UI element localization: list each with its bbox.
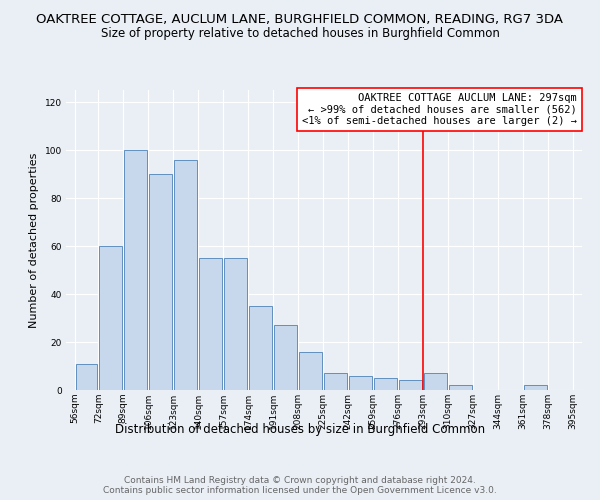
Bar (449, 385, 472, 390)
Bar (100, 246, 122, 390)
Bar (524, 385, 547, 390)
Text: Size of property relative to detached houses in Burghfield Common: Size of property relative to detached ho… (101, 28, 499, 40)
Bar (199, 258, 222, 390)
Y-axis label: Number of detached properties: Number of detached properties (29, 152, 39, 328)
Bar (76, 364, 97, 390)
Text: OAKTREE COTTAGE AUCLUM LANE: 297sqm
← >99% of detached houses are smaller (562)
: OAKTREE COTTAGE AUCLUM LANE: 297sqm ← >9… (302, 93, 577, 126)
Bar (374, 378, 397, 390)
Bar (149, 174, 172, 390)
Text: Contains HM Land Registry data © Crown copyright and database right 2024.
Contai: Contains HM Land Registry data © Crown c… (103, 476, 497, 495)
Text: Distribution of detached houses by size in Burghfield Common: Distribution of detached houses by size … (115, 422, 485, 436)
Bar (349, 376, 372, 390)
Bar (299, 352, 322, 390)
Bar (424, 373, 447, 390)
Bar (224, 258, 247, 390)
Bar (274, 325, 297, 390)
Bar (399, 380, 422, 390)
Bar (124, 150, 148, 390)
Bar (249, 306, 272, 390)
Bar (175, 160, 197, 390)
Bar (324, 373, 347, 390)
Text: OAKTREE COTTAGE, AUCLUM LANE, BURGHFIELD COMMON, READING, RG7 3DA: OAKTREE COTTAGE, AUCLUM LANE, BURGHFIELD… (37, 12, 563, 26)
